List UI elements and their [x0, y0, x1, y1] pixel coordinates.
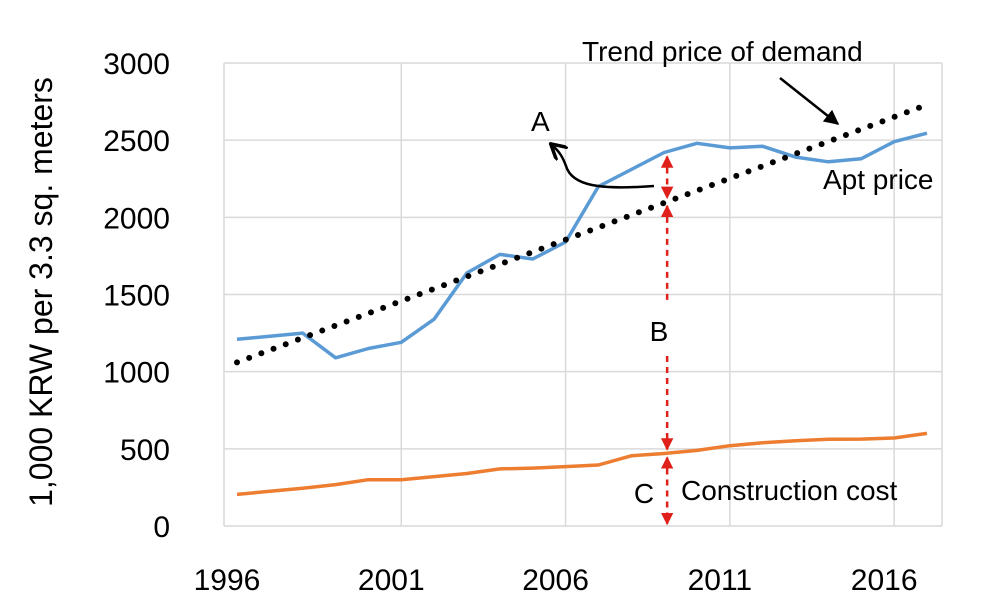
y-tick-label: 2000: [103, 202, 170, 235]
series-layer: [234, 101, 930, 497]
series-line-construction-cost: [236, 431, 928, 497]
x-tick-label: 2006: [522, 564, 589, 597]
x-tick-label: 1996: [194, 564, 261, 597]
trend-label-arrow: [779, 77, 840, 125]
x-tick-label: 2011: [688, 564, 753, 597]
gridlines: [223, 62, 943, 527]
series-line-trend-price-of-demand: [234, 101, 930, 366]
y-tick-label: 1000: [103, 357, 170, 390]
construction-cost-label: Construction cost: [681, 475, 898, 506]
apt-price-label: Apt price: [823, 164, 934, 195]
y-tick-label: 1500: [103, 280, 170, 313]
y-axis-label: 1,000 KRW per 3.3 sq. meters: [23, 77, 59, 507]
y-tick-label: 2500: [103, 125, 170, 158]
label-c: C: [634, 478, 654, 509]
label-a: A: [531, 106, 550, 137]
x-tick-label: 2016: [851, 564, 918, 597]
x-axis: 1996 2001 2006 2011 2016: [194, 564, 918, 597]
x-tick-label: 2001: [358, 564, 425, 597]
y-tick-label: 0: [153, 511, 170, 544]
y-axis: 0 500 1000 1500 2000 2500 3000: [103, 48, 170, 544]
label-b: B: [650, 316, 669, 347]
y-tick-label: 3000: [103, 48, 170, 81]
y-tick-label: 500: [120, 434, 170, 467]
label-a-curve-arrow: [552, 145, 655, 189]
trend-label: Trend price of demand: [582, 36, 863, 67]
series-line-apt-price: [236, 131, 928, 360]
